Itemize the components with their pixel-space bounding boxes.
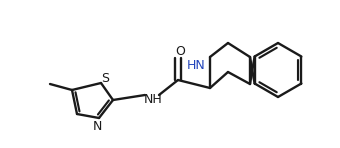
Text: NH: NH <box>143 92 163 106</box>
Text: O: O <box>175 45 185 58</box>
Text: N: N <box>92 119 102 132</box>
Text: HN: HN <box>187 58 205 71</box>
Text: S: S <box>101 71 109 85</box>
